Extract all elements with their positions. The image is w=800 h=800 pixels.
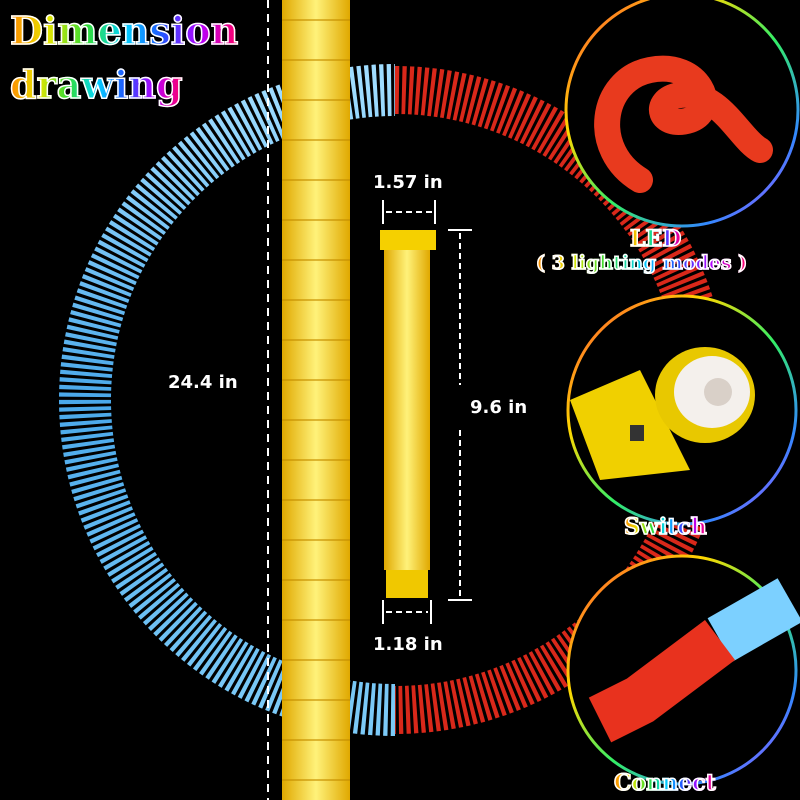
compact-yellow-tube — [384, 250, 430, 570]
switch-label: Switch — [623, 513, 707, 541]
ring-blue-half — [59, 64, 396, 736]
bottom-diameter-label: 1.18 in — [373, 634, 443, 655]
feature-circle-switch — [566, 294, 798, 526]
stretched-yellow-tube — [282, 0, 350, 800]
led-sublabel: ( 3 lighting modes ) — [535, 251, 748, 275]
top-diameter-label: 1.57 in — [373, 172, 443, 193]
feature-circle-led — [564, 0, 800, 228]
stretched-length-label: 24.4 in — [168, 372, 238, 393]
feature-circle-connect — [566, 554, 800, 786]
tube-length-label: 9.6 in — [470, 397, 528, 418]
title-line-1: Dimension — [9, 7, 239, 54]
title-line-2: drawing — [9, 61, 183, 108]
compact-yellow-tube-cap — [380, 230, 436, 250]
connect-label: Connect — [613, 769, 716, 797]
led-label: LED — [629, 225, 682, 253]
